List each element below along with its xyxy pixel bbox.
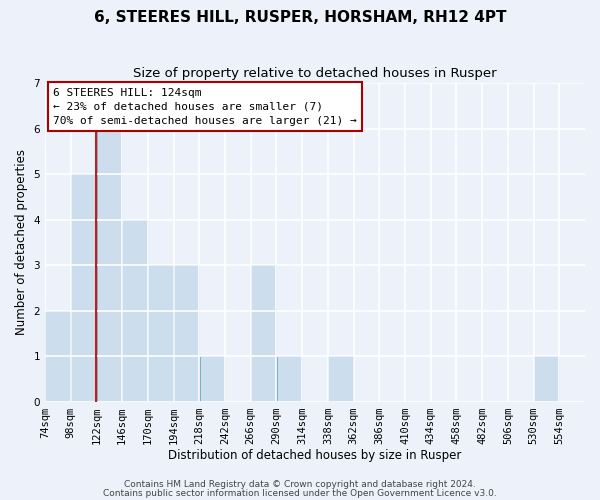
Bar (534, 356, 559, 402)
Text: Contains HM Land Registry data © Crown copyright and database right 2024.: Contains HM Land Registry data © Crown c… (124, 480, 476, 489)
Bar (251, 265, 276, 402)
Bar (97, 128, 122, 402)
Bar (148, 265, 173, 402)
Text: 6, STEERES HILL, RUSPER, HORSHAM, RH12 4PT: 6, STEERES HILL, RUSPER, HORSHAM, RH12 4… (94, 10, 506, 25)
Bar (71, 174, 96, 402)
Bar (122, 220, 148, 402)
Bar (277, 356, 302, 402)
Text: 6 STEERES HILL: 124sqm
← 23% of detached houses are smaller (7)
70% of semi-deta: 6 STEERES HILL: 124sqm ← 23% of detached… (53, 88, 357, 126)
Bar (45, 310, 70, 402)
Title: Size of property relative to detached houses in Rusper: Size of property relative to detached ho… (133, 68, 497, 80)
Bar (200, 356, 225, 402)
X-axis label: Distribution of detached houses by size in Rusper: Distribution of detached houses by size … (169, 450, 462, 462)
Bar (328, 356, 353, 402)
Y-axis label: Number of detached properties: Number of detached properties (15, 150, 28, 336)
Bar (174, 265, 199, 402)
Text: Contains public sector information licensed under the Open Government Licence v3: Contains public sector information licen… (103, 488, 497, 498)
